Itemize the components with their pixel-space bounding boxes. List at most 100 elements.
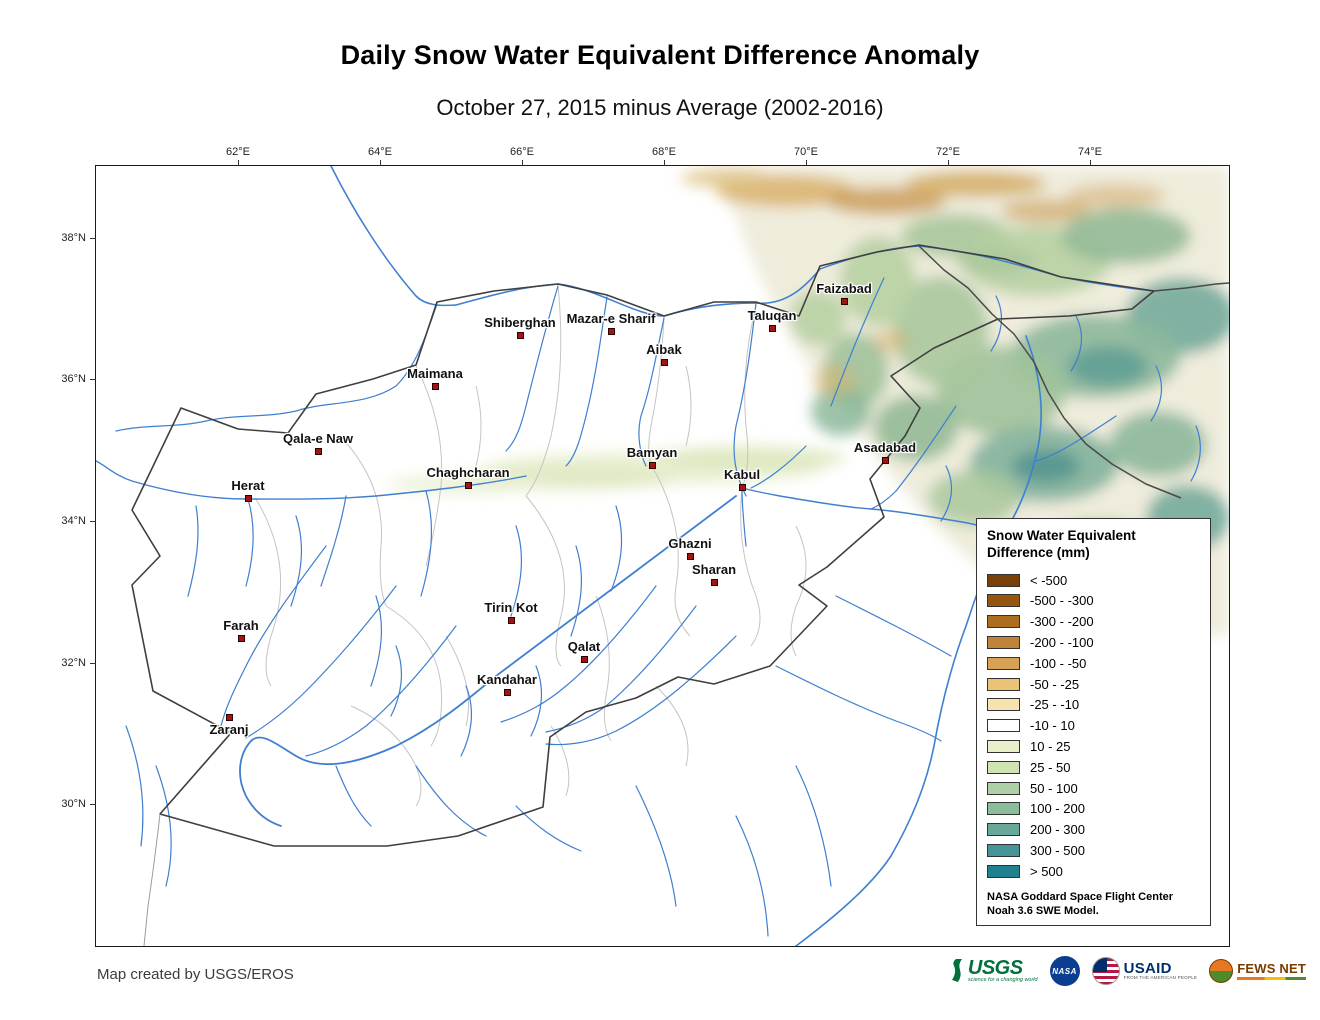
legend-label: -50 - -25 (1030, 676, 1080, 692)
tick (90, 379, 96, 380)
city-label: Aibak (646, 342, 682, 357)
province-borders (255, 285, 807, 807)
tick (380, 160, 381, 166)
legend-row: -10 - 10 (987, 715, 1200, 736)
city-marker (648, 461, 656, 469)
legend-swatch (987, 823, 1020, 837)
legend-swatch (987, 760, 1020, 774)
lat-label: 34°N (61, 515, 86, 527)
legend-swatch (987, 573, 1020, 587)
legend-note-line1: NASA Goddard Space Flight Center (987, 890, 1174, 903)
legend-label: -10 - 10 (1030, 718, 1075, 734)
map-frame: 62°E 64°E 66°E 68°E 70°E 72°E 74°E 38°N … (61, 146, 1230, 947)
legend-label: > 500 (1030, 863, 1063, 879)
city-marker (660, 358, 668, 366)
city-label: Kandahar (477, 672, 537, 687)
city-layer: Faizabad Taluqan Mazar-e Sharif Shiberghan A… (96, 166, 1229, 946)
legend-label: -25 - -10 (1030, 697, 1080, 713)
legend-note-line2: Noah 3.6 SWE Model. (987, 905, 1099, 917)
city-label: Taluqan (747, 308, 797, 323)
city-marker (516, 331, 524, 339)
legend-swatch (987, 677, 1020, 691)
city-marker (314, 447, 322, 455)
legend-row: -25 - -10 (987, 695, 1200, 716)
legend-row: 50 - 100 (987, 778, 1200, 799)
tick (522, 160, 523, 166)
iran-pakistan-border (143, 813, 161, 946)
lon-label: 64°E (368, 146, 392, 158)
legend-label: 200 - 300 (1030, 822, 1085, 838)
legend-row: > 500 (987, 861, 1200, 882)
page-subtitle: October 27, 2015 minus Average (2002-201… (436, 95, 884, 120)
city-label: Ghazni (668, 536, 712, 551)
country-borders (131, 244, 1229, 946)
legend-row: 25 - 50 (987, 757, 1200, 778)
legend-label: -200 - -100 (1030, 635, 1094, 651)
legend-label: 100 - 200 (1030, 801, 1085, 817)
rivers-layer (96, 166, 1201, 946)
legend-label: < -500 (1030, 572, 1068, 588)
legend-row: -100 - -50 (987, 653, 1200, 674)
city-label: Maimana (407, 366, 463, 381)
city-marker (768, 324, 776, 332)
city-marker (507, 616, 515, 624)
logo-row: USGS science for a changing world NASA U… (950, 956, 1306, 986)
legend-row: 10 - 25 (987, 736, 1200, 757)
usgs-logo: USGS science for a changing world (950, 958, 1038, 984)
map-credit: Map created by USGS/EROS (97, 966, 294, 983)
legend-swatch (987, 594, 1020, 608)
page-title: Daily Snow Water Equivalent Difference A… (340, 40, 980, 70)
city-marker (244, 494, 252, 502)
tick (90, 238, 96, 239)
tick (664, 160, 665, 166)
legend-label: 10 - 25 (1030, 739, 1071, 755)
tick (1090, 160, 1091, 166)
city-label: Bamyan (626, 445, 678, 460)
city-label: Kabul (723, 467, 761, 482)
city-label: Qala-e Naw (282, 431, 354, 446)
legend-title-line1: Snow Water Equivalent (987, 528, 1136, 543)
tick (238, 160, 239, 166)
afghanistan-border (131, 244, 1155, 847)
lon-label: 68°E (652, 146, 676, 158)
legend-row: -50 - -25 (987, 674, 1200, 695)
legend-note: NASA Goddard Space Flight Center Noah 3.… (987, 890, 1200, 919)
legend-row: -300 - -200 (987, 611, 1200, 632)
city-label: Farah (223, 618, 259, 633)
legend-row: 100 - 200 (987, 799, 1200, 820)
legend-label: -500 - -300 (1030, 593, 1094, 609)
city-marker (580, 655, 588, 663)
legend-swatch (987, 781, 1020, 795)
legend-swatch (987, 802, 1020, 816)
city-marker (686, 552, 694, 560)
lon-label: 66°E (510, 146, 534, 158)
legend-title: Snow Water Equivalent Difference (mm) (987, 528, 1200, 562)
usaid-flag-icon (1091, 957, 1120, 985)
legend-swatch (987, 864, 1020, 878)
city-marker (464, 481, 472, 489)
city-marker (840, 297, 848, 305)
legend: Snow Water Equivalent Difference (mm) < … (976, 518, 1211, 926)
city-label: Asadabad (853, 440, 917, 455)
tick (948, 160, 949, 166)
usgs-wordmark: USGS (967, 957, 1023, 980)
legend-items: < -500 -500 - -300 -300 - -200 -200 - -100 -… (987, 570, 1200, 882)
city-marker (738, 483, 746, 491)
legend-row: 200 - 300 (987, 819, 1200, 840)
fewsnet-underline (1237, 977, 1306, 981)
legend-swatch (987, 615, 1020, 629)
city-marker (237, 634, 245, 642)
fewsnet-logo: FEWS NET (1209, 959, 1306, 983)
city-marker (607, 327, 615, 335)
nasa-meatball-icon: NASA (1049, 956, 1080, 986)
legend-swatch (987, 719, 1020, 733)
usaid-wordmark: USAID (1123, 959, 1172, 977)
nasa-wordmark: NASA (1052, 966, 1077, 976)
tick (90, 521, 96, 522)
legend-swatch (987, 844, 1020, 857)
city-label: Qalat (567, 639, 601, 654)
legend-title-line2: Difference (mm) (987, 544, 1090, 560)
city-marker (710, 578, 718, 586)
legend-label: 50 - 100 (1030, 780, 1078, 796)
